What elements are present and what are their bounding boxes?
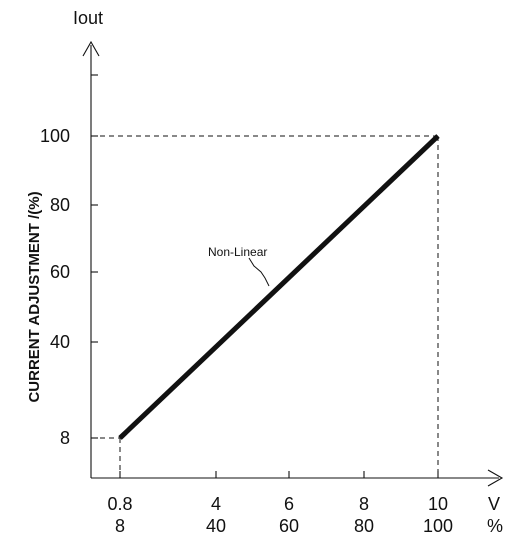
x-tick-percent-label: 60 — [279, 516, 299, 536]
y-axis-label: CURRENT ADJUSTMENT /(%) — [26, 191, 43, 402]
x-tick-percent-label: 100 — [423, 516, 453, 536]
x-axis-voltage-unit: V — [488, 494, 500, 514]
x-tick-voltage-label: 4 — [211, 494, 221, 514]
y-axis-arrow — [82, 40, 100, 57]
current-response-line — [118, 134, 440, 440]
x-tick-voltage-label: 8 — [359, 494, 369, 514]
x-tick-percent-label: 80 — [354, 516, 374, 536]
non-linear-annotation: Non-Linear — [208, 245, 270, 287]
non-linear-label: Non-Linear — [208, 245, 267, 259]
x-tick-percent-label: 40 — [206, 516, 226, 536]
x-tick-voltage-label: 10 — [428, 494, 448, 514]
x-tick-voltage-label: 6 — [284, 494, 294, 514]
non-linear-leader-line — [248, 257, 270, 287]
y-tick-label: 100 — [40, 126, 70, 146]
y-tick-label: 40 — [50, 332, 70, 352]
y-axis-group: Iout 8 40 60 80 100 CURRENT ADJUSTMENT /… — [26, 8, 103, 478]
x-axis-group: 0.8 8 4 40 6 60 8 80 10 100 V % — [91, 469, 504, 536]
x-axis-percent-unit: % — [487, 516, 503, 536]
y-tick-label: 80 — [50, 195, 70, 215]
y-axis-top-label: Iout — [73, 8, 103, 28]
y-tick-label: 8 — [60, 428, 70, 448]
y-tick-label: 60 — [50, 262, 70, 282]
x-axis-arrow — [487, 469, 504, 487]
x-tick-percent-label: 8 — [115, 516, 125, 536]
x-tick-voltage-label: 0.8 — [107, 494, 132, 514]
dashed-reference-lines — [91, 135, 439, 478]
